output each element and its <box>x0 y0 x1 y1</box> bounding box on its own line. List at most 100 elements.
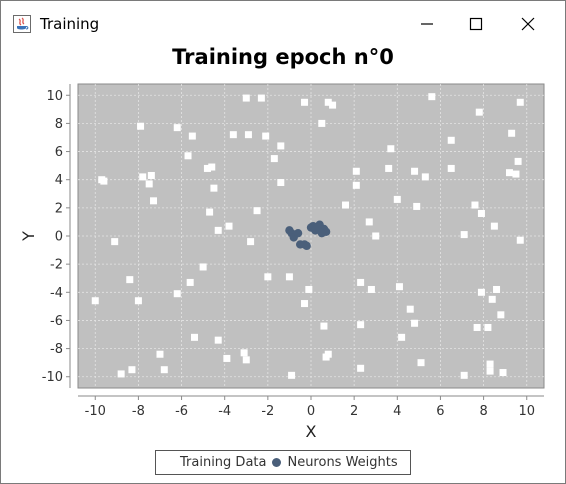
y-tick-label: -4 <box>50 286 63 301</box>
training-data-point <box>240 349 248 357</box>
training-data-point <box>484 323 492 331</box>
training-data-point <box>199 263 207 271</box>
maximize-icon <box>469 17 483 31</box>
java-app-icon <box>13 15 31 33</box>
training-data-point <box>413 202 421 210</box>
x-tick-label: 10 <box>518 404 535 419</box>
training-data-point <box>497 311 505 319</box>
training-data-point <box>324 98 332 106</box>
x-tick-label: 8 <box>479 404 487 419</box>
close-button[interactable] <box>506 7 550 41</box>
window-title: Training <box>40 15 100 33</box>
training-data-point <box>173 290 181 298</box>
training-data-point <box>505 169 513 177</box>
training-data-point <box>270 155 278 163</box>
training-data-point <box>137 122 145 130</box>
y-tick-label: 10 <box>46 89 63 104</box>
training-data-point <box>372 232 380 240</box>
training-data-point <box>277 179 285 187</box>
training-data-point <box>398 333 406 341</box>
training-data-point <box>320 322 328 330</box>
training-data-point <box>288 371 296 379</box>
training-data-point <box>264 273 272 281</box>
training-data-point <box>471 201 479 209</box>
training-data-point <box>411 167 419 175</box>
square-marker-icon <box>166 458 174 467</box>
training-data-point <box>244 131 252 139</box>
training-data-point <box>184 152 192 160</box>
training-data-point <box>210 184 218 192</box>
training-data-point <box>91 297 99 305</box>
training-data-point <box>145 180 153 188</box>
training-data-point <box>516 98 524 106</box>
training-data-point <box>160 366 168 374</box>
x-axis-label: X <box>306 422 317 441</box>
training-data-point <box>352 181 360 189</box>
training-data-point <box>514 157 522 165</box>
training-data-point <box>203 164 211 172</box>
training-data-point <box>477 288 485 296</box>
training-data-point <box>460 371 468 379</box>
legend-item-neurons-weights: Neurons Weights <box>272 455 398 470</box>
x-tick-label: 4 <box>393 404 401 419</box>
training-data-point <box>499 369 507 377</box>
x-tick-label: -4 <box>218 404 231 419</box>
training-data-point <box>253 207 261 215</box>
training-data-point <box>242 94 250 102</box>
training-data-point <box>490 222 498 230</box>
training-data-point <box>473 323 481 331</box>
training-data-point <box>223 354 231 362</box>
y-tick-label: -8 <box>50 342 63 357</box>
y-tick-label: -6 <box>50 314 63 329</box>
title-bar[interactable]: Training <box>1 1 565 48</box>
training-data-point <box>126 276 134 284</box>
training-data-point <box>208 163 216 171</box>
training-data-point <box>512 170 520 178</box>
training-data-point <box>488 295 496 303</box>
training-data-point <box>486 360 494 368</box>
training-data-point <box>395 283 403 291</box>
training-data-point <box>188 132 196 140</box>
y-tick-label: 6 <box>55 145 63 160</box>
training-data-point <box>342 201 350 209</box>
training-data-point <box>411 319 419 327</box>
training-data-point <box>357 321 365 329</box>
training-data-point <box>329 101 337 109</box>
y-tick-label: 8 <box>55 117 63 132</box>
training-data-point <box>111 238 119 246</box>
neuron-weight-point <box>293 228 303 238</box>
training-data-point <box>477 209 485 217</box>
training-data-point <box>447 164 455 172</box>
neuron-weight-point <box>302 241 311 251</box>
training-data-point <box>357 278 365 286</box>
training-data-point <box>421 173 429 181</box>
close-icon <box>521 17 535 31</box>
training-data-point <box>406 305 414 313</box>
training-data-point <box>516 236 524 244</box>
legend-label-neurons-weights: Neurons Weights <box>287 455 398 470</box>
x-tick-label: -6 <box>175 404 188 419</box>
training-data-point <box>285 273 293 281</box>
neuron-weight-point <box>317 228 326 238</box>
x-tick-label: 2 <box>350 404 358 419</box>
training-data-point <box>486 367 494 375</box>
training-data-point <box>147 171 155 179</box>
training-data-point <box>352 167 360 175</box>
maximize-button[interactable] <box>454 7 498 41</box>
training-data-point <box>357 364 365 372</box>
y-tick-label: -2 <box>50 258 63 273</box>
training-data-point <box>460 231 468 239</box>
y-tick-label: 4 <box>55 173 63 188</box>
training-data-point <box>367 285 375 293</box>
training-data-point <box>128 366 136 374</box>
training-data-point <box>318 119 326 127</box>
minimize-button[interactable] <box>405 7 449 41</box>
training-data-point <box>257 94 265 102</box>
chart-legend: Training Data Neurons Weights <box>155 450 411 475</box>
training-data-point <box>447 136 455 144</box>
training-data-point <box>225 222 233 230</box>
training-data-point <box>191 333 198 341</box>
training-data-point <box>139 173 147 181</box>
training-data-point <box>305 285 313 293</box>
